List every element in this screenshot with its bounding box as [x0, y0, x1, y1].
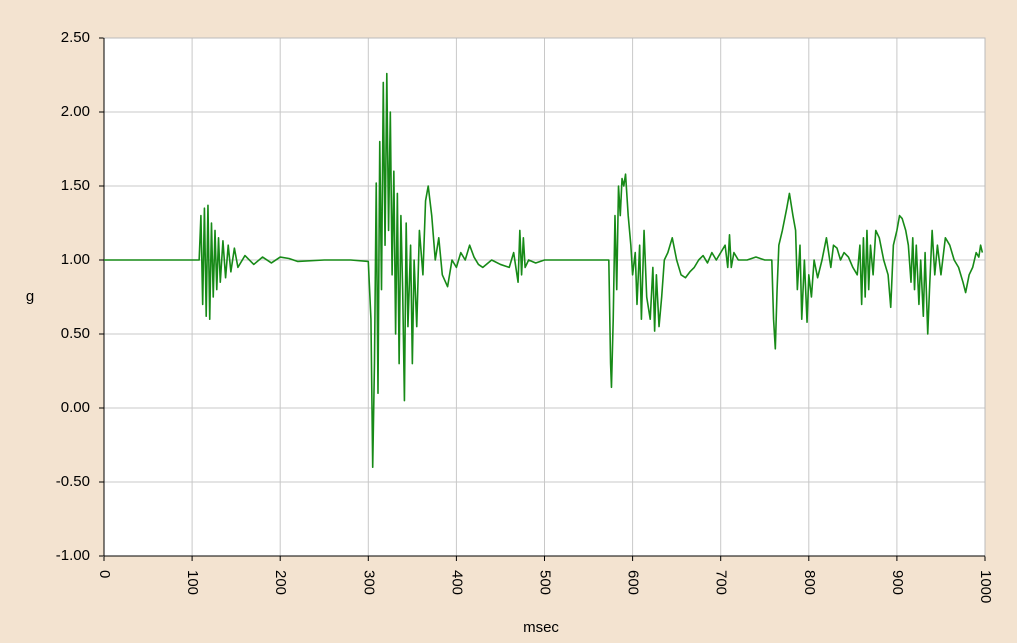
y-axis-label: g [26, 288, 34, 305]
x-tick-label: 100 [184, 570, 201, 595]
y-tick-label: 1.50 [61, 177, 90, 194]
y-tick-label: -0.50 [56, 473, 90, 490]
x-tick-label: 700 [713, 570, 730, 595]
x-tick-label: 800 [801, 570, 818, 595]
x-tick-label: 600 [625, 570, 642, 595]
x-tick-label: 900 [889, 570, 906, 595]
y-tick-label: 1.00 [61, 251, 90, 268]
y-tick-label: -1.00 [56, 547, 90, 564]
x-axis-label: msec [523, 619, 559, 636]
x-tick-label: 300 [360, 570, 377, 595]
data-line [104, 72, 984, 468]
x-tick-label: 0 [96, 570, 113, 578]
y-tick-label: 2.50 [61, 29, 90, 46]
x-tick-label: 1000 [977, 570, 994, 603]
x-tick-label: 500 [537, 570, 554, 595]
y-tick-label: 0.00 [61, 399, 90, 416]
x-tick-label: 200 [272, 570, 289, 595]
x-tick-label: 400 [448, 570, 465, 595]
y-tick-label: 0.50 [61, 325, 90, 342]
y-tick-label: 2.00 [61, 103, 90, 120]
